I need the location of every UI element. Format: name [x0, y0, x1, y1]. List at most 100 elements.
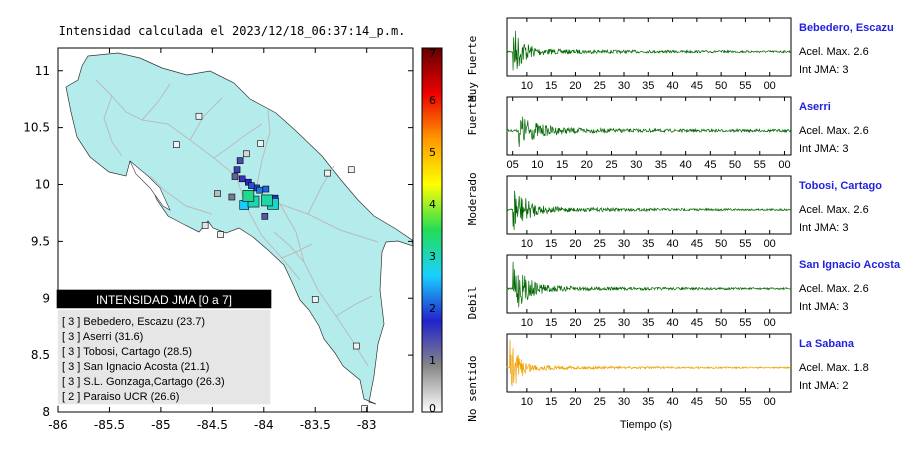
road-10 — [273, 231, 305, 263]
station-marker — [195, 112, 203, 120]
waveform-tick-label: 50 — [715, 238, 727, 250]
legend-item: [ 3 ] Bebedero, Escazu (23.7) — [62, 316, 205, 328]
map-y-tick-label: 10.5 — [23, 121, 50, 135]
station-accel: Acel. Max. 2.6 — [799, 283, 869, 295]
colorbar-tick-label: 5 — [429, 146, 436, 159]
colorbar-tick-label: 7 — [429, 47, 436, 60]
station-name: Aserri — [799, 101, 831, 113]
map-x-tick-label: -86 — [48, 418, 68, 432]
station-marker — [347, 166, 355, 174]
map-x-tick-label: -84.5 — [197, 418, 228, 432]
station-name: San Ignacio Acosta — [799, 259, 901, 271]
legend-item: [ 3 ] San Ignacio Acosta (21.1) — [62, 361, 209, 373]
waveform-tick-label: 20 — [569, 80, 581, 92]
map-y-tick-label: 10 — [35, 178, 50, 192]
map-canvas — [65, 52, 413, 412]
waveform-tick-label: 15 — [556, 159, 568, 171]
waveform-tick-label: 20 — [581, 159, 593, 171]
waveform-tick-label: 25 — [594, 317, 606, 329]
waveform-tick-label: 10 — [521, 317, 533, 329]
station-marker — [239, 200, 250, 210]
station-marker — [261, 213, 269, 220]
map-x-tick-label: -85 — [151, 418, 171, 432]
waveform-tick-label: 30 — [618, 396, 630, 408]
waveform-trace — [506, 261, 792, 308]
legend-item: [ 3 ] Tobosi, Cartago (28.5) — [62, 346, 192, 358]
colorbar-tick-label: 0 — [429, 402, 436, 415]
map-y-tick-label: 9 — [42, 291, 50, 305]
station-marker — [228, 193, 236, 201]
station-jma: Int JMA: 3 — [799, 64, 849, 76]
waveform-tick-label: 50 — [729, 159, 741, 171]
waveform-tick-label: 45 — [691, 396, 703, 408]
waveform-tick-label: 50 — [715, 317, 727, 329]
station-marker — [233, 166, 241, 174]
waveform-frame — [506, 175, 792, 235]
map-y-tick-label: 11 — [35, 64, 50, 78]
legend-item: [ 2 ] Paraiso UCR (26.6) — [62, 391, 179, 403]
legend-items: [ 3 ] Bebedero, Escazu (23.7) [ 3 ] Aserr… — [62, 316, 225, 403]
waveform-tick-label: 10 — [521, 238, 533, 250]
road-0 — [95, 79, 237, 177]
road-7 — [213, 123, 263, 159]
station-accel: Acel. Max. 2.6 — [799, 46, 869, 58]
waveform-tick-label: 30 — [618, 317, 630, 329]
station-accel: Acel. Max. 2.6 — [799, 204, 869, 216]
waveform-tick-label: 45 — [691, 80, 703, 92]
legend-item: [ 3 ] S.L. Gonzaga,Cartago (26.3) — [62, 376, 225, 388]
waveform-tick-label: 15 — [545, 80, 557, 92]
waveform-tick-label: 40 — [666, 238, 678, 250]
colorbar-tick-label: 3 — [429, 250, 436, 263]
waveform-tick-label: 30 — [630, 159, 642, 171]
waveform-panel: 10 15 20 25 30 35 40 45 50 55 00 Tobosi, Cartago Ace… — [506, 175, 882, 250]
waveform-frame — [506, 254, 792, 314]
waveform-tick-label: 00 — [764, 317, 776, 329]
colorbar-tick-label: 6 — [429, 94, 436, 107]
waveform-tick-label: 25 — [594, 238, 606, 250]
waveform-panel: 10 15 20 25 30 35 40 45 50 55 00 La Sabana Acel. Max… — [506, 333, 869, 408]
colorbar-label: Moderado — [466, 172, 479, 225]
map-legend: INTENSIDAD JMA [0 a 7] [ 3 ] Bebedero, E… — [56, 289, 272, 406]
waveform-tick-label: 40 — [666, 80, 678, 92]
colorbar-tick-label: 2 — [429, 302, 436, 315]
station-jma: Int JMA: 2 — [799, 380, 849, 392]
waveform-tick-label: 55 — [739, 396, 751, 408]
station-accel: Acel. Max. 1.8 — [799, 362, 869, 374]
station-marker — [238, 175, 246, 183]
colorbar-tick-label: 4 — [429, 198, 436, 211]
colorbar-label: No sentido — [466, 355, 479, 421]
station-jma: Int JMA: 3 — [799, 301, 849, 313]
waveform-tick-label: 25 — [594, 396, 606, 408]
waveform-panel: 05 10 15 20 25 30 35 40 45 50 55 00 Aserri Acel. Max.… — [506, 96, 869, 171]
waveform-panels: 10 15 20 25 30 35 40 45 50 55 00 Bebedero, Escazu Ac… — [506, 17, 901, 408]
waveform-tick-label: 10 — [521, 80, 533, 92]
map-title: Intensidad calculada el 2023/12/18_06:37… — [59, 24, 406, 38]
waveform-tick-label: 55 — [739, 80, 751, 92]
station-marker — [353, 342, 360, 350]
station-marker — [256, 186, 263, 194]
waveform-tick-label: 45 — [691, 317, 703, 329]
waveform-tick-label: 50 — [715, 80, 727, 92]
waveform-trace — [506, 116, 792, 148]
waveform-tick-label: 40 — [666, 317, 678, 329]
waveform-tick-label: 30 — [618, 80, 630, 92]
station-marker — [214, 190, 221, 197]
station-marker — [217, 231, 224, 238]
waveform-tick-label: 35 — [642, 80, 654, 92]
legend-header — [57, 290, 271, 309]
station-marker — [243, 150, 250, 158]
map-x-tick-label: -83.5 — [300, 418, 331, 432]
waveform-tick-label: 10 — [521, 396, 533, 408]
colorbar-ticks: 0 1 2 3 4 5 6 7 — [429, 47, 436, 415]
colorbar-label: Debil — [466, 286, 479, 319]
waveform-trace — [506, 190, 792, 231]
waveform-xlabel: Tiempo (s) — [620, 419, 672, 431]
road-4 — [189, 97, 223, 141]
road-5 — [279, 203, 369, 367]
map-y-tick-label: 9.5 — [31, 234, 50, 248]
colorbar-tick-label: 1 — [429, 354, 436, 367]
station-name: Tobosi, Cartago — [799, 180, 882, 192]
road-11 — [335, 295, 373, 317]
legend-item: [ 3 ] Aserri (31.6) — [62, 331, 143, 343]
map-y-tick-label: 8 — [42, 405, 50, 419]
